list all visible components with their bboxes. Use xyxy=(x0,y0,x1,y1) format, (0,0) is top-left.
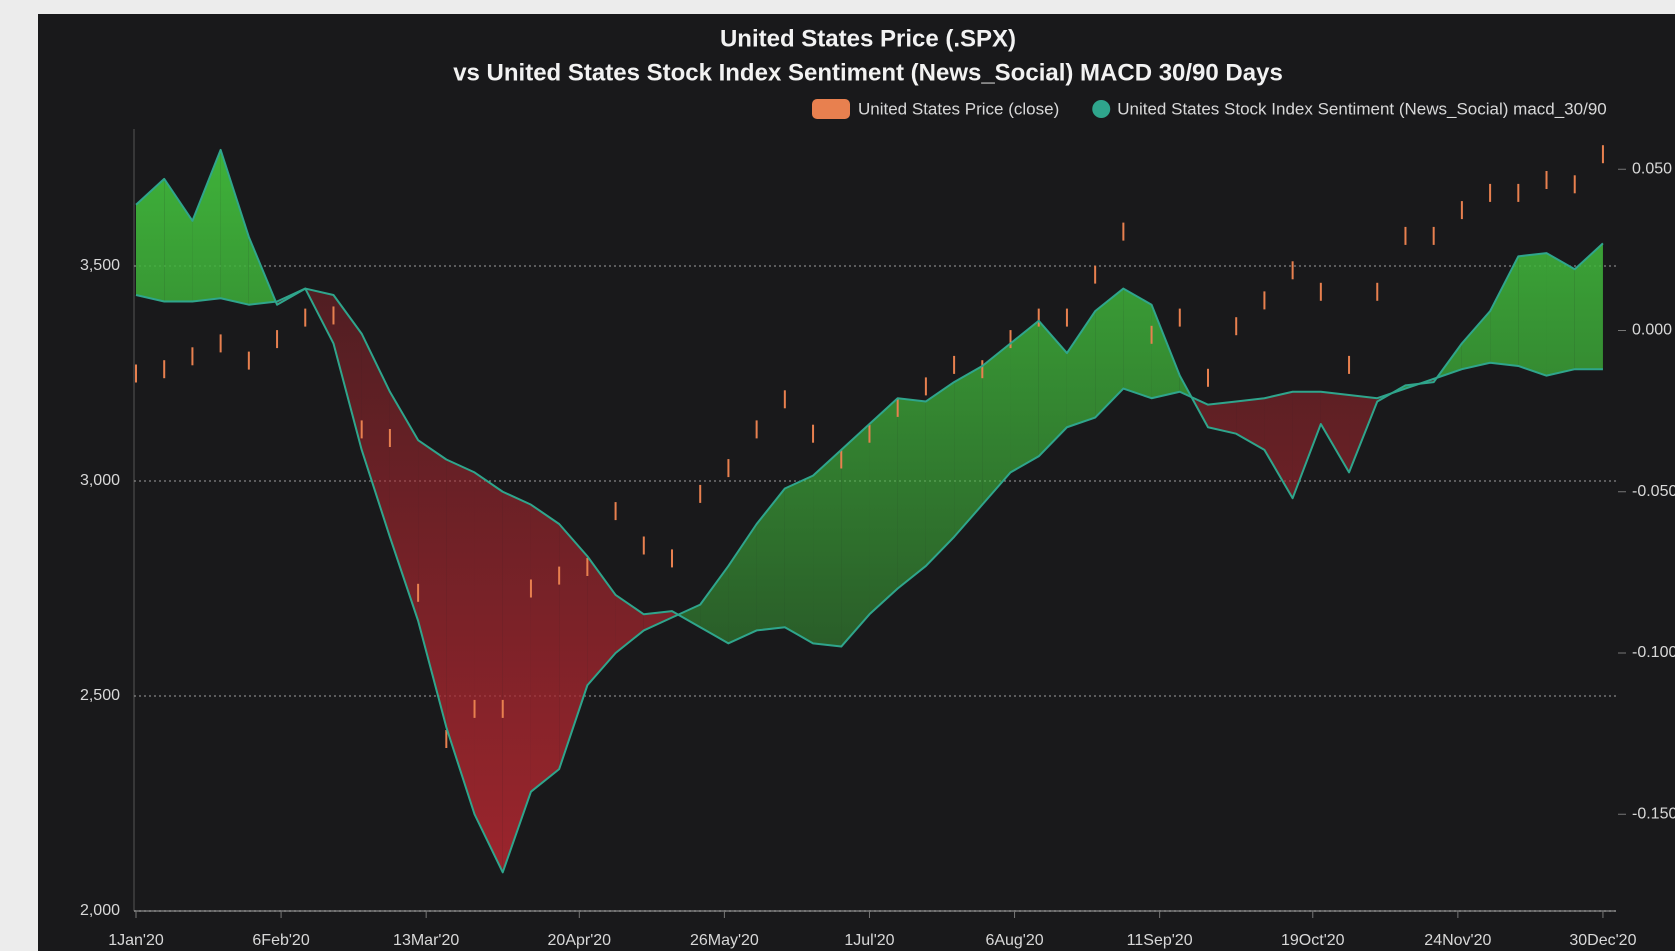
sentiment-fill xyxy=(925,382,955,566)
y-tick-label: 2,000 xyxy=(80,902,120,919)
sentiment-fill xyxy=(1490,256,1519,366)
x-tick-label: 1Jan'20 xyxy=(108,932,164,949)
sentiment-fill xyxy=(1264,391,1293,499)
sentiment-fill xyxy=(982,343,1011,505)
chart-subtitle: vs United States Stock Index Sentiment (… xyxy=(453,59,1283,86)
sentiment-fill xyxy=(784,475,814,644)
sentiment-fill xyxy=(678,604,701,628)
sentiment-fill xyxy=(954,365,983,537)
sentiment-fill xyxy=(1320,391,1350,473)
sentiment-fill xyxy=(474,472,503,873)
sentiment-fill xyxy=(897,398,926,589)
x-tick-label: 1Jul'20 xyxy=(844,932,894,949)
x-tick-label: 20Apr'20 xyxy=(548,932,612,949)
sentiment-fill xyxy=(361,333,390,537)
sentiment-fill xyxy=(700,565,729,644)
sentiment-fill xyxy=(643,611,672,631)
y2-tick-label: 0.000 xyxy=(1632,322,1672,339)
x-tick-label: 30Dec'20 xyxy=(1569,932,1636,949)
sentiment-fill xyxy=(192,149,221,302)
sentiment-fill xyxy=(841,424,870,647)
sentiment-fill xyxy=(1123,288,1152,399)
sentiment-fill xyxy=(1038,320,1067,457)
y-tick-label: 3,500 xyxy=(80,257,120,274)
sentiment-fill xyxy=(530,504,560,792)
y-tick-label: 2,500 xyxy=(80,687,120,704)
sentiment-fill xyxy=(813,449,842,647)
sentiment-fill xyxy=(1207,401,1237,434)
sentiment-line xyxy=(135,148,1604,874)
sentiment-fill xyxy=(1461,311,1491,370)
x-tick-label: 6Aug'20 xyxy=(985,932,1043,949)
sentiment-fill xyxy=(1518,253,1547,376)
sentiment-fill xyxy=(1010,320,1039,473)
sentiment-fill xyxy=(220,149,249,305)
sentiment-fill xyxy=(164,178,193,302)
sentiment-fill xyxy=(728,524,757,644)
sentiment-fill xyxy=(1151,304,1180,399)
sentiment-fill xyxy=(756,488,785,631)
legend-label: United States Price (close) xyxy=(858,99,1059,118)
sentiment-fill xyxy=(418,440,447,728)
sentiment-fill xyxy=(1066,311,1096,428)
x-tick-label: 24Nov'20 xyxy=(1424,932,1491,949)
y-tick-label: 3,000 xyxy=(80,472,120,489)
sentiment-fill xyxy=(446,459,475,815)
sentiment-fill xyxy=(1095,288,1124,418)
sentiment-fill xyxy=(587,556,616,686)
chart-title: United States Price (.SPX) xyxy=(720,25,1016,52)
sentiment-fill xyxy=(1546,253,1575,376)
x-tick-label: 6Feb'20 xyxy=(252,932,309,949)
legend-swatch xyxy=(812,99,850,119)
sentiment-fill xyxy=(1292,391,1321,499)
x-tick-label: 26May'20 xyxy=(690,932,759,949)
sentiment-fill xyxy=(502,491,531,873)
sentiment-fill xyxy=(333,295,362,450)
sentiment-line xyxy=(135,287,1603,648)
y2-tick-label: 0.050 xyxy=(1632,160,1672,177)
legend-label: United States Stock Index Sentiment (New… xyxy=(1117,99,1606,118)
y2-tick-label: -0.150 xyxy=(1632,805,1675,822)
sentiment-fill xyxy=(389,391,419,621)
x-tick-label: 19Oct'20 xyxy=(1281,932,1345,949)
y2-tick-label: -0.100 xyxy=(1632,644,1675,661)
sentiment-fill xyxy=(136,178,165,302)
legend-swatch xyxy=(1092,100,1111,118)
sentiment-fill xyxy=(869,398,898,615)
y2-tick-label: -0.050 xyxy=(1632,483,1675,500)
sentiment-fill xyxy=(1574,243,1603,370)
x-tick-label: 11Sep'20 xyxy=(1127,932,1193,949)
sentiment-fill xyxy=(559,524,588,770)
x-tick-label: 13Mar'20 xyxy=(393,932,459,949)
